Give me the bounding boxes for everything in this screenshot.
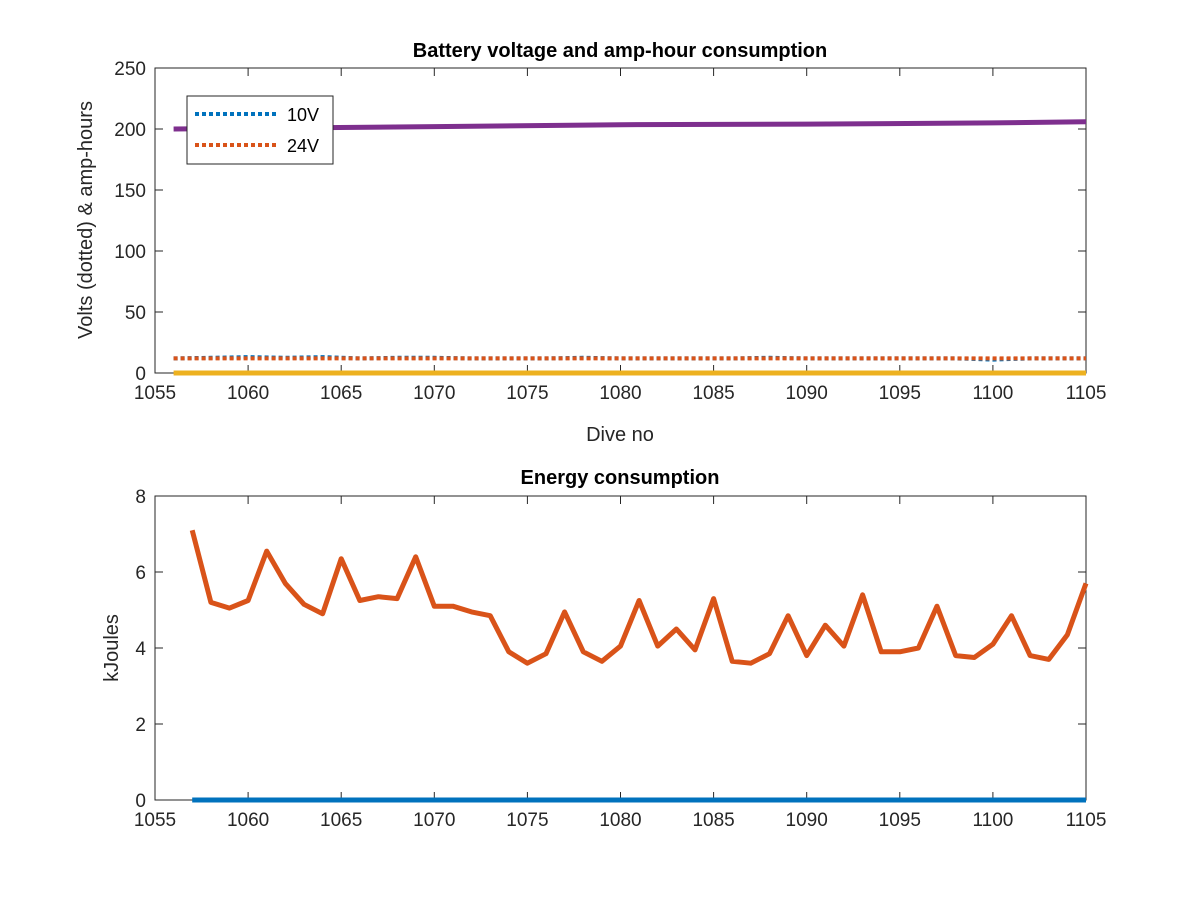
legend-label-10v: 10V: [287, 105, 319, 125]
x-tick-label: 1100: [972, 383, 1013, 404]
y-tick-label: 2: [135, 715, 146, 736]
y-tick-label: 250: [114, 59, 146, 80]
battery-chart-plot-area: 1055 1060 1065 1070 1075 1080 1085 1090 1095 1100…: [114, 59, 1106, 404]
x-tick-label: 1075: [506, 383, 548, 404]
x-tick-label: 1055: [134, 383, 176, 404]
x-tick-label: 1060: [227, 383, 269, 404]
x-tick-label: 1090: [786, 383, 828, 404]
y-tick-label: 100: [114, 242, 146, 263]
x-tick-label: 1090: [786, 810, 828, 831]
energy-chart-ylabel: kJoules: [101, 614, 123, 682]
y-tick-label: 6: [135, 563, 146, 584]
energy-chart-plot-area: 1055 1060 1065 1070 1075 1080 1085 1090 1095 1100…: [134, 487, 1107, 831]
y-tick-label: 200: [114, 120, 146, 141]
y-tick-label: 150: [114, 181, 146, 202]
legend-label-24v: 24V: [287, 136, 319, 156]
x-tick-label: 1095: [879, 383, 921, 404]
x-tick-label: 1105: [1066, 383, 1107, 404]
series-line-0-3: [173, 119, 1087, 132]
x-tick-label: 1080: [599, 810, 641, 831]
y-tick-label: 8: [135, 487, 146, 508]
x-tick-label: 1070: [413, 383, 455, 404]
x-tick-label: 1085: [692, 383, 734, 404]
x-tick-label: 1065: [320, 810, 362, 831]
battery-chart: Battery voltage and amp-hour consumption…: [75, 40, 1106, 446]
x-tick-label: 1075: [506, 810, 548, 831]
battery-chart-legend: 10V 24V: [186, 95, 334, 165]
x-tick-label: 1080: [599, 383, 641, 404]
y-tick-label: 4: [135, 639, 146, 660]
y-tick-label: 50: [125, 303, 146, 324]
battery-chart-xlabel: Dive no: [586, 424, 654, 446]
x-tick-label: 1060: [227, 810, 269, 831]
energy-chart-title: Energy consumption: [521, 467, 720, 489]
x-tick-label: 1055: [134, 810, 176, 831]
x-tick-label: 1065: [320, 383, 362, 404]
x-tick-label: 1105: [1066, 810, 1107, 831]
x-tick-label: 1100: [972, 810, 1013, 831]
x-tick-label: 1070: [413, 810, 455, 831]
battery-chart-title: Battery voltage and amp-hour consumption: [413, 40, 827, 62]
energy-chart: Energy consumption kJoules 1055 1060 1065 1…: [101, 467, 1106, 831]
x-tick-label: 1095: [879, 810, 921, 831]
y-tick-label: 0: [135, 364, 146, 385]
battery-chart-ylabel: Volts (dotted) & amp-hours: [75, 101, 97, 339]
x-tick-label: 1085: [692, 810, 734, 831]
legend-box: [186, 95, 334, 165]
y-tick-label: 0: [135, 791, 146, 812]
series-line-1-1: [189, 529, 1089, 666]
